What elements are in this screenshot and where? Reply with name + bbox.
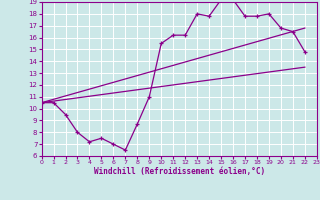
X-axis label: Windchill (Refroidissement éolien,°C): Windchill (Refroidissement éolien,°C) bbox=[94, 167, 265, 176]
